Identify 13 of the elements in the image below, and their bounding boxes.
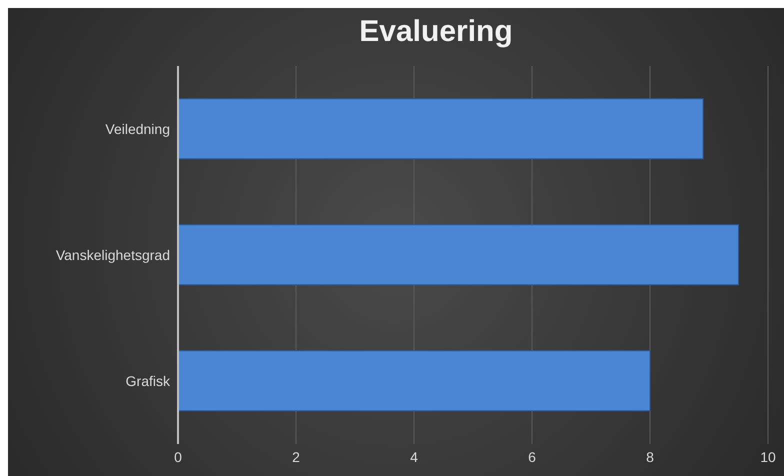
- y-tick-label: Veiledning: [105, 120, 170, 137]
- y-tick-label: Vanskelighetsgrad: [56, 246, 170, 263]
- y-tick-label: Grafisk: [126, 372, 171, 389]
- bar: [178, 350, 650, 412]
- x-tick-label: 4: [410, 448, 418, 465]
- chart-title: Evaluering: [358, 14, 514, 50]
- bar: [178, 98, 704, 160]
- x-tick-label: 8: [646, 448, 654, 465]
- x-tick-label: 2: [292, 448, 300, 465]
- x-tick-label: 0: [174, 448, 182, 465]
- x-tick-label: 10: [760, 448, 776, 465]
- x-tick-label: 6: [528, 448, 536, 465]
- bar: [178, 224, 739, 286]
